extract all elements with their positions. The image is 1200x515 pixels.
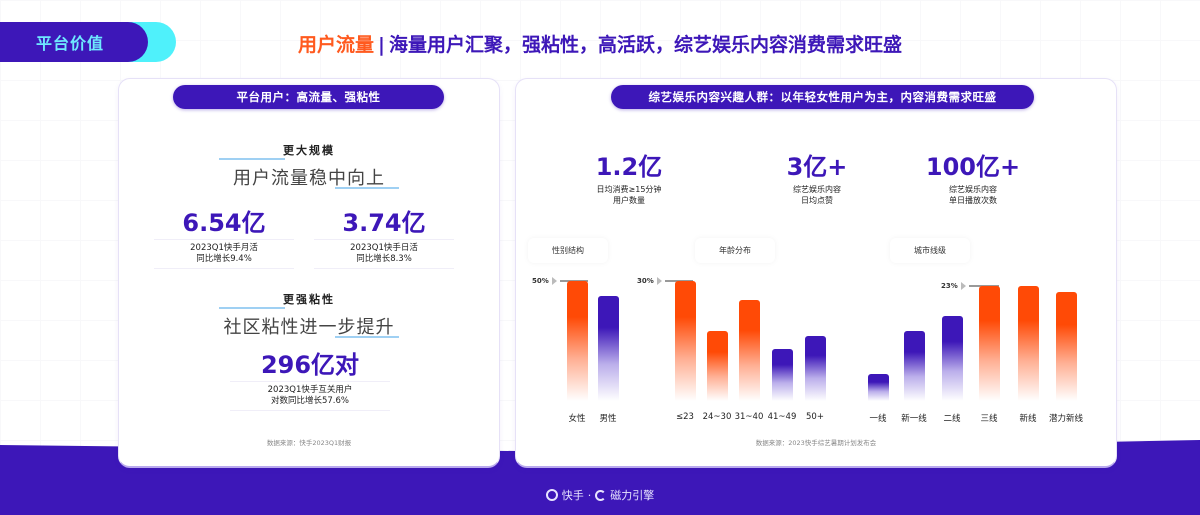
right-card-header: 综艺娱乐内容兴趣人群：以年轻女性用户为主，内容消费需求旺盛 [611,85,1034,109]
stickiness-headline: 社区粘性进一步提升 [223,317,395,338]
marker-label: 23% [941,282,958,290]
title-accent: 用户流量 [298,34,375,56]
variety-audience-card: 综艺娱乐内容兴趣人群：以年轻女性用户为主，内容消费需求旺盛 1.2亿 日均消费≥… [515,78,1117,468]
scale-headline: 用户流量稳中向上 [233,168,385,189]
mutual-follow-caption: 2023Q1快手互关用户 对数同比增长57.6% [230,381,390,411]
xlabel-age: 31~40 [734,412,764,422]
xlabel-city: 新一线 [901,414,927,424]
dau-value: 3.74亿 [342,209,426,237]
dau-caption: 2023Q1快手日活 同比增长8.3% [314,239,454,269]
mau-caption-1: 2023Q1快手月活 [190,243,258,253]
page-title: 用户流量 | 海量用户汇聚，强粘性，高活跃，综艺娱乐内容消费需求旺盛 [0,30,1200,57]
mau-value: 6.54亿 [182,209,266,237]
section-tag: 平台价值 [0,22,176,62]
stat-daily-plays-caption: 综艺娱乐内容 单日播放次数 [903,184,1043,206]
stat-daily-users-caption: 日均消费≥15分钟 用户数量 [559,184,699,206]
stat-caption-2: 用户数量 [613,196,645,205]
xlabel-city: 三线 [980,414,998,424]
footer-brand: 快手 · 磁力引擎 [0,487,1200,503]
xlabel-city: 二线 [943,414,961,424]
mutual-follow-value: 296亿对 [260,351,360,379]
bar-age-41-49 [772,349,793,401]
brand-kuaishou: 快手 [561,489,584,502]
right-data-source: 数据来源：2023快手综艺暑期计划发布会 [755,439,877,447]
brand-dot: · [587,488,592,502]
xlabel-age: 24~30 [702,412,732,422]
stat-caption-1: 综艺娱乐内容 [949,185,997,194]
stat-caption-2: 单日播放次数 [949,196,997,205]
xlabel-age: ≤23 [676,412,694,422]
chart-title-gender: 性别结构 [528,238,608,263]
title-rest: 海量用户汇聚，强粘性，高活跃，综艺娱乐内容消费需求旺盛 [388,34,902,56]
xlabel-city: 潜力新线 [1048,414,1083,424]
underline-decor [219,158,285,160]
xlabel-female: 女性 [568,414,586,424]
stickiness-kicker: 更强粘性 [283,293,335,306]
bar-age-31-40 [739,300,760,401]
xlabel-city: 一线 [869,414,887,424]
triangle-icon [960,282,966,290]
kuaishou-logo-icon [545,489,558,501]
xlabel-city: 新线 [1019,414,1037,424]
dau-caption-1: 2023Q1快手日活 [350,243,418,253]
mau-caption: 2023Q1快手月活 同比增长9.4% [154,239,294,269]
xlabel-age: 41~49 [767,412,797,422]
stat-daily-likes-value: 3亿+ [786,153,848,181]
tag-label: 平台价值 [0,22,148,62]
bar-male [598,296,619,401]
dau-caption-2: 同比增长8.3% [356,254,412,264]
left-card-header: 平台用户：高流量、强粘性 [173,85,444,109]
xlabel-male: 男性 [599,414,617,424]
platform-users-card: 平台用户：高流量、强粘性 更大规模 用户流量稳中向上 6.54亿 2023Q1快… [118,78,500,468]
bar-new-tier [1018,286,1039,401]
title-separator: | [378,34,385,56]
brand-cili-engine: 磁力引擎 [610,489,655,502]
scale-kicker: 更大规模 [283,144,335,157]
bar-tier3 [979,286,1000,401]
bar-potential-new-tier [1056,292,1077,401]
triangle-icon [551,277,557,285]
marker-label: 50% [532,277,549,285]
stat-caption-1: 日均消费≥15分钟 [596,185,662,194]
underline-decor [335,336,399,338]
cili-engine-logo-icon [595,489,607,501]
bar-age-50plus [805,336,826,401]
marker-label: 30% [637,277,654,285]
bar-tier1 [868,374,889,401]
xlabel-age: 50+ [806,412,824,422]
stat-daily-plays-value: 100亿+ [925,153,1021,181]
bar-age-le23 [675,281,696,401]
bar-age-24-30 [707,331,728,401]
chart-title-city: 城市线级 [890,238,970,263]
bar-tier2 [942,316,963,401]
bar-new-tier1 [904,331,925,401]
bar-female [567,281,588,401]
stat-daily-users-value: 1.2亿 [595,153,663,181]
stat-daily-likes-caption: 综艺娱乐内容 日均点赞 [747,184,887,206]
stat-caption-2: 日均点赞 [801,196,833,205]
mutual-follow-caption-2: 对数同比增长57.6% [270,396,349,406]
chart-title-age: 年龄分布 [695,238,775,263]
left-data-source: 数据来源：快手2023Q1财报 [266,439,352,447]
triangle-icon [656,277,662,285]
underline-decor [219,307,285,309]
underline-decor [335,187,399,189]
mutual-follow-caption-1: 2023Q1快手互关用户 [267,385,353,395]
mau-caption-2: 同比增长9.4% [196,254,252,264]
stat-caption-1: 综艺娱乐内容 [793,185,841,194]
